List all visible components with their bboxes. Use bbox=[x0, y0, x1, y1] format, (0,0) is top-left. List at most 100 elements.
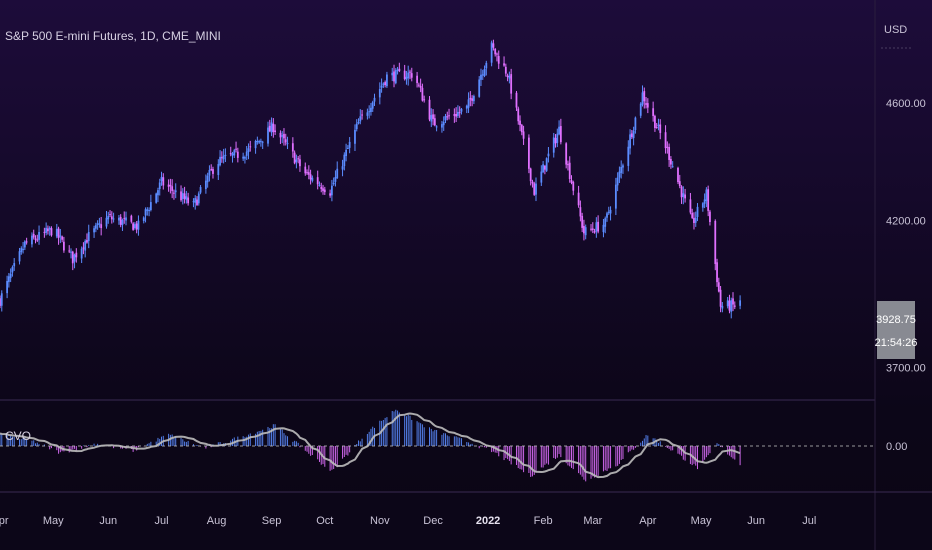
candle bbox=[162, 173, 165, 190]
candle-body bbox=[272, 123, 275, 132]
candle-body bbox=[703, 199, 706, 204]
candle bbox=[359, 109, 362, 125]
time-tick-label: Dec bbox=[423, 515, 443, 527]
candle bbox=[492, 39, 495, 51]
candle bbox=[185, 190, 188, 204]
candle bbox=[496, 52, 498, 62]
candle bbox=[130, 214, 133, 224]
candle-body bbox=[552, 137, 555, 153]
candle bbox=[361, 109, 363, 120]
last-price-tag: 3928.75 21:54:26 bbox=[875, 301, 917, 359]
candle-body bbox=[382, 83, 385, 86]
candle-body bbox=[380, 85, 383, 88]
candle bbox=[639, 102, 642, 119]
candle bbox=[739, 295, 742, 310]
candle bbox=[423, 95, 426, 103]
candle-body bbox=[180, 191, 182, 201]
candle bbox=[520, 123, 523, 136]
candle-body bbox=[481, 74, 484, 76]
candle-body bbox=[730, 300, 733, 312]
candle bbox=[341, 159, 344, 177]
candle-body bbox=[467, 99, 470, 108]
candle-body bbox=[595, 222, 598, 232]
candle bbox=[732, 292, 734, 312]
candle bbox=[348, 137, 351, 154]
candle-body bbox=[693, 217, 695, 224]
candle-body bbox=[565, 143, 568, 165]
candle bbox=[217, 159, 220, 180]
candle bbox=[657, 118, 660, 131]
price-scale[interactable]: 4600.00 4200.00 3700.00 bbox=[886, 98, 926, 375]
candle-body bbox=[233, 150, 236, 156]
candle bbox=[267, 121, 269, 147]
candle-body bbox=[634, 117, 637, 131]
candle-body bbox=[677, 167, 679, 183]
candle-body bbox=[386, 74, 388, 87]
time-tick-label: Oct bbox=[316, 515, 333, 527]
candle-body bbox=[281, 135, 284, 137]
candle-body bbox=[394, 70, 397, 84]
candle-body bbox=[368, 111, 371, 113]
candle-body bbox=[522, 131, 525, 139]
candle bbox=[517, 106, 520, 125]
candle bbox=[542, 161, 545, 174]
candle-body bbox=[9, 273, 12, 279]
candle bbox=[345, 143, 347, 162]
candle-body bbox=[428, 99, 431, 120]
candle bbox=[547, 147, 550, 163]
candle-body bbox=[244, 157, 246, 159]
candle bbox=[57, 226, 60, 245]
candle-body bbox=[70, 251, 72, 253]
candle bbox=[148, 207, 150, 217]
candle-body bbox=[535, 183, 537, 195]
candle-body bbox=[492, 43, 495, 48]
candle bbox=[355, 119, 358, 132]
time-scale[interactable]: Apr May Jun Jul Aug Sep Oct Nov Dec 2022 Feb Mar Apr… bbox=[0, 515, 816, 527]
candle bbox=[354, 124, 356, 152]
candle-body bbox=[707, 189, 710, 211]
candle bbox=[405, 70, 408, 85]
candle-body bbox=[174, 190, 177, 193]
price-pane[interactable] bbox=[0, 39, 742, 319]
candle bbox=[32, 229, 35, 240]
candle-body bbox=[18, 251, 21, 262]
candle-body bbox=[497, 56, 500, 64]
candle-body bbox=[705, 189, 708, 202]
candle bbox=[107, 211, 110, 224]
candle bbox=[591, 222, 594, 234]
candle bbox=[84, 239, 87, 258]
candle bbox=[204, 174, 207, 194]
candle bbox=[71, 250, 74, 271]
candle bbox=[446, 111, 449, 121]
candle bbox=[432, 109, 434, 126]
candle bbox=[510, 68, 513, 100]
candle bbox=[62, 236, 65, 253]
candle bbox=[457, 105, 459, 118]
candle bbox=[460, 107, 463, 115]
candle-body bbox=[654, 115, 656, 128]
candle bbox=[659, 119, 662, 140]
candle-body bbox=[545, 158, 548, 171]
oscillator-scale[interactable]: 0.00 bbox=[886, 441, 907, 453]
time-tick-label: Jun bbox=[99, 515, 117, 527]
candle-body bbox=[602, 224, 605, 233]
candle bbox=[705, 187, 708, 208]
candle bbox=[721, 301, 724, 313]
candle-body bbox=[581, 215, 584, 228]
time-tick-label: 2022 bbox=[476, 515, 500, 527]
candle-body bbox=[719, 289, 722, 307]
candle bbox=[183, 186, 186, 204]
candle-body bbox=[639, 103, 642, 116]
candle bbox=[93, 225, 95, 238]
candle bbox=[417, 82, 420, 88]
candle-body bbox=[341, 166, 344, 170]
candle bbox=[696, 203, 699, 222]
candle bbox=[86, 233, 88, 244]
last-price-value: 3928.75 bbox=[876, 314, 916, 326]
candle bbox=[307, 165, 310, 180]
oscillator-pane[interactable] bbox=[0, 409, 875, 482]
time-tick-label: Aug bbox=[207, 515, 227, 527]
candle-body bbox=[31, 235, 33, 245]
candle-body bbox=[268, 125, 271, 132]
